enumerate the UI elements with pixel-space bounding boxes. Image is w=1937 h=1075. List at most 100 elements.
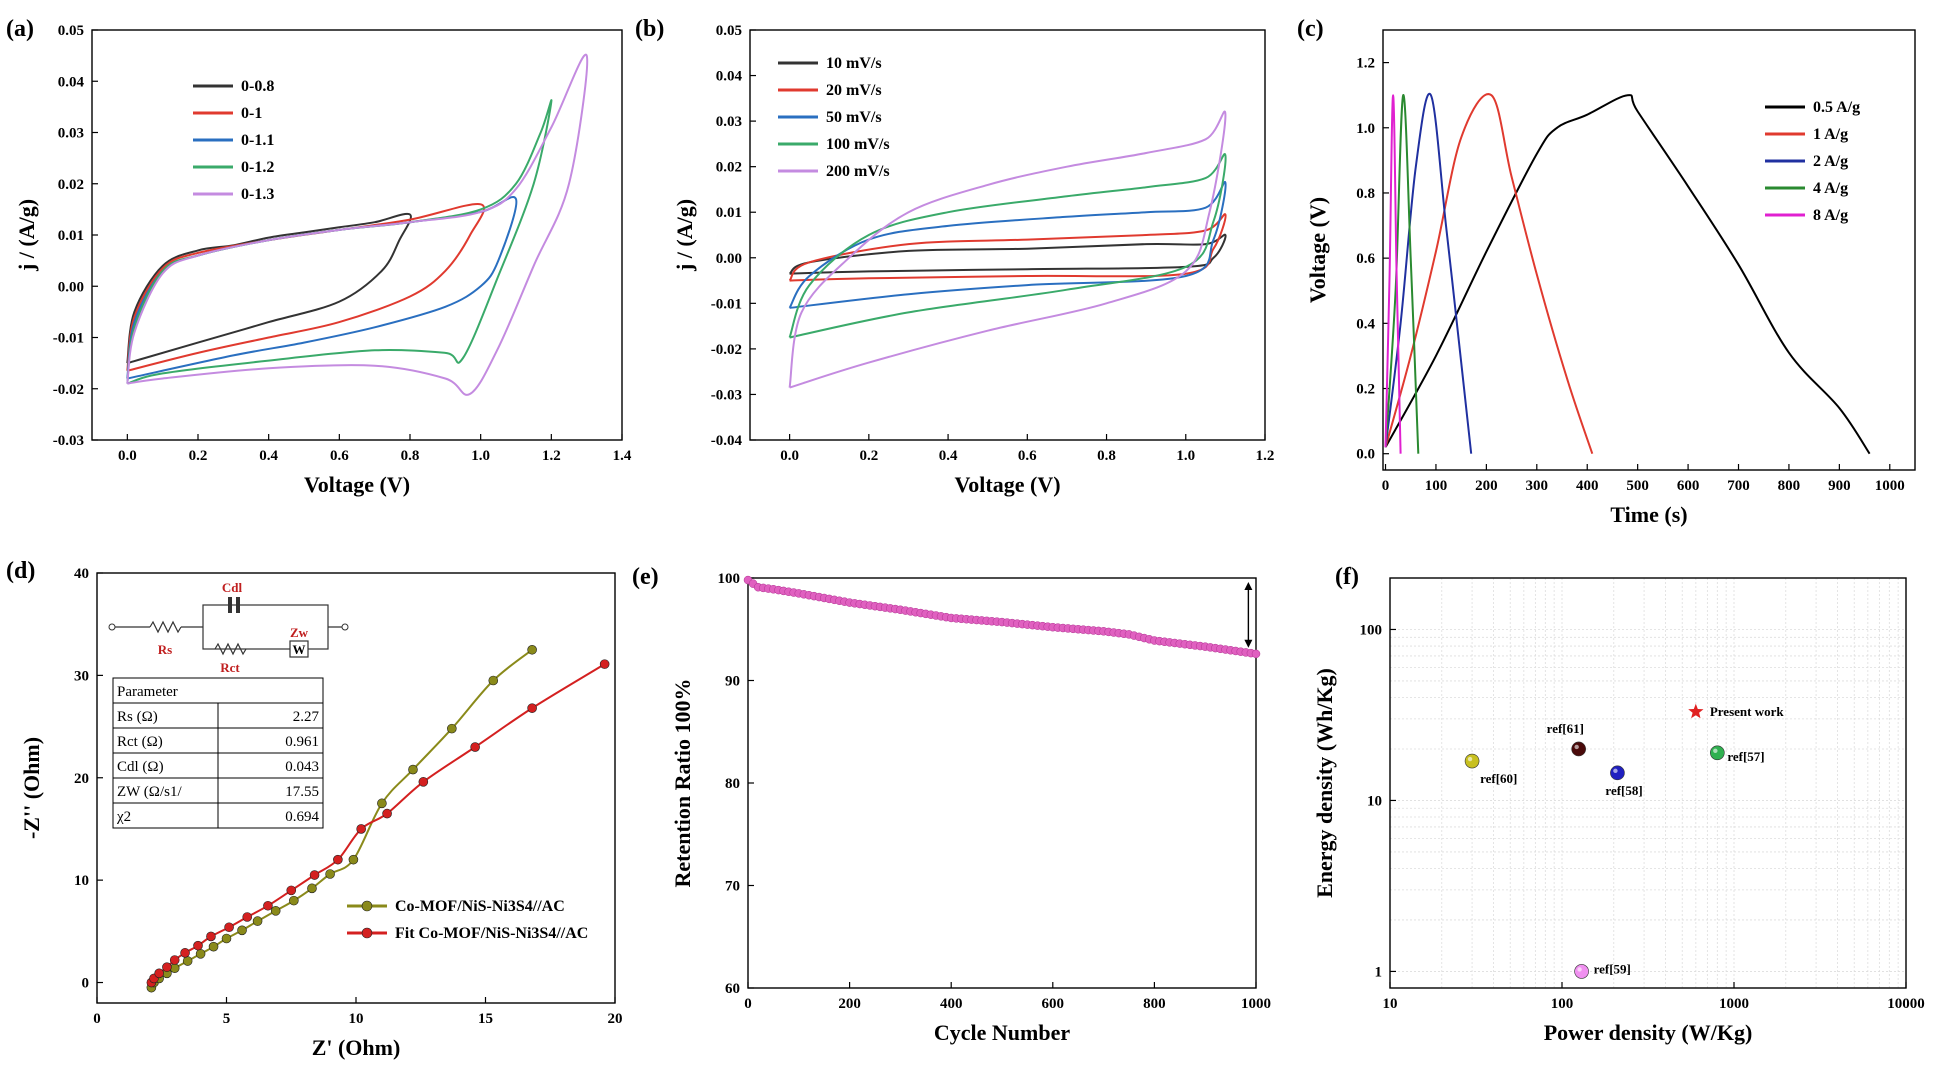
x-tick-label: 100 — [1425, 478, 1448, 494]
table-param-value: 17.55 — [285, 784, 319, 800]
data-point — [169, 955, 180, 965]
circuit-label-rs: Rs — [158, 642, 172, 657]
series-line — [788, 213, 1227, 282]
x-axis-label: Voltage (V) — [954, 472, 1060, 497]
legend-label: 50 mV/s — [826, 109, 882, 126]
parallel-branch — [202, 604, 329, 650]
data-point — [348, 854, 359, 865]
panel-label: (a) — [6, 16, 34, 42]
x-tick-label: 1.0 — [1176, 448, 1195, 464]
y-tick-label: 0.03 — [716, 114, 742, 130]
y-tick-label: 20 — [74, 771, 89, 787]
y-tick-label: 0.01 — [716, 205, 742, 221]
x-tick-label: 0.8 — [1097, 448, 1116, 464]
plot-frame — [1382, 29, 1916, 471]
y-tick-label: 1.0 — [1356, 121, 1375, 137]
x-axis-label: Voltage (V) — [304, 472, 410, 497]
x-tick-label: 20 — [608, 1011, 623, 1027]
y-tick-label: -0.03 — [53, 433, 84, 449]
x-tick-label: 700 — [1727, 478, 1750, 494]
y-tick-label: 100 — [718, 571, 741, 587]
legend-label: 100 mV/s — [826, 136, 890, 153]
x-tick-label: 10000 — [1887, 996, 1925, 1012]
y-tick-label: 10 — [1367, 793, 1382, 809]
data-point — [252, 916, 263, 926]
legend-label: 0-0.8 — [241, 78, 274, 95]
series-line — [1384, 94, 1871, 455]
y-tick-label: 70 — [725, 879, 740, 895]
series-line — [126, 203, 486, 372]
data-point-star — [1688, 703, 1704, 719]
data-point — [154, 968, 164, 979]
panel-d: (d) 0 5 10 15 20 0 10 20 30 40 Z' (Ohm) -Z'' (Ohm) Co… — [6, 558, 623, 1060]
y-tick-label: 30 — [74, 668, 89, 684]
data-point — [527, 703, 537, 713]
data-point — [224, 922, 234, 933]
data-point — [377, 798, 387, 809]
data-point — [418, 777, 429, 787]
point-label: ref[58] — [1605, 783, 1642, 798]
x-tick-label: 1.2 — [542, 448, 561, 464]
point-label: ref[61] — [1547, 721, 1584, 736]
resistor-rs — [149, 620, 182, 634]
legend-label: 0-1 — [241, 105, 262, 122]
y-axis-label: j / (A/g) — [672, 199, 697, 272]
sphere-highlight — [1613, 768, 1618, 774]
table-param-value: 0.961 — [285, 734, 319, 750]
y-tick-label: 80 — [725, 776, 740, 792]
x-tick-label: 800 — [1143, 996, 1166, 1012]
legend-label: 0-1.2 — [241, 159, 274, 176]
y-tick-label: 10 — [74, 873, 89, 889]
y-axis-label: j / (A/g) — [14, 199, 39, 272]
y-tick-label: 0.2 — [1356, 382, 1375, 398]
data-point — [307, 883, 317, 894]
sphere-highlight — [1574, 744, 1579, 750]
y-tick-label: 0.8 — [1356, 186, 1375, 202]
legend-label: 0-1.1 — [241, 132, 274, 149]
data-point — [527, 644, 537, 655]
data-point — [289, 895, 299, 906]
x-tick-label: 0 — [93, 1011, 101, 1027]
x-tick-label: 800 — [1778, 478, 1801, 494]
panel-label: (c) — [1297, 16, 1324, 42]
x-tick-label: 500 — [1626, 478, 1649, 494]
x-tick-label: 0.6 — [1018, 448, 1037, 464]
x-axis-label: Time (s) — [1610, 502, 1687, 527]
data-point — [206, 931, 216, 942]
legend-label: 1 A/g — [1813, 126, 1848, 143]
x-tick-label: 0.2 — [859, 448, 878, 464]
data-point — [263, 900, 273, 911]
plot-frame — [749, 29, 1266, 441]
x-tick-label: 600 — [1042, 996, 1065, 1012]
point-label: ref[57] — [1727, 749, 1764, 764]
point-label: ref[59] — [1594, 961, 1631, 976]
legend-label: 8 A/g — [1813, 207, 1848, 224]
x-tick-label: 0.4 — [939, 448, 958, 464]
x-tick-label: 10 — [1383, 996, 1398, 1012]
x-tick-label: 1.0 — [471, 448, 490, 464]
y-tick-label: 0.04 — [58, 74, 85, 90]
panel-label: (b) — [635, 16, 664, 42]
x-tick-label: 0.0 — [118, 448, 137, 464]
data-point — [488, 675, 499, 686]
y-tick-label: 40 — [74, 566, 89, 582]
x-tick-label: 100 — [1551, 996, 1574, 1012]
x-tick-label: 1.4 — [613, 448, 632, 464]
y-tick-label: -0.02 — [711, 342, 742, 358]
y-tick-label: 0.05 — [58, 23, 84, 39]
x-tick-label: 1000 — [1241, 996, 1271, 1012]
legend-label: 20 mV/s — [826, 82, 882, 99]
x-tick-label: 1000 — [1875, 478, 1905, 494]
table-param-value: 2.27 — [293, 709, 320, 725]
warburg-label: W — [293, 642, 306, 657]
y-tick-label: 0.00 — [716, 251, 742, 267]
y-axis-label: Energy density (Wh/Kg) — [1312, 668, 1337, 898]
data-point — [325, 869, 335, 879]
x-axis-label: Cycle Number — [934, 1020, 1070, 1045]
point-label: ref[60] — [1480, 771, 1517, 786]
data-point — [182, 956, 193, 966]
x-tick-label: 400 — [1576, 478, 1599, 494]
x-tick-label: 1.2 — [1256, 448, 1275, 464]
